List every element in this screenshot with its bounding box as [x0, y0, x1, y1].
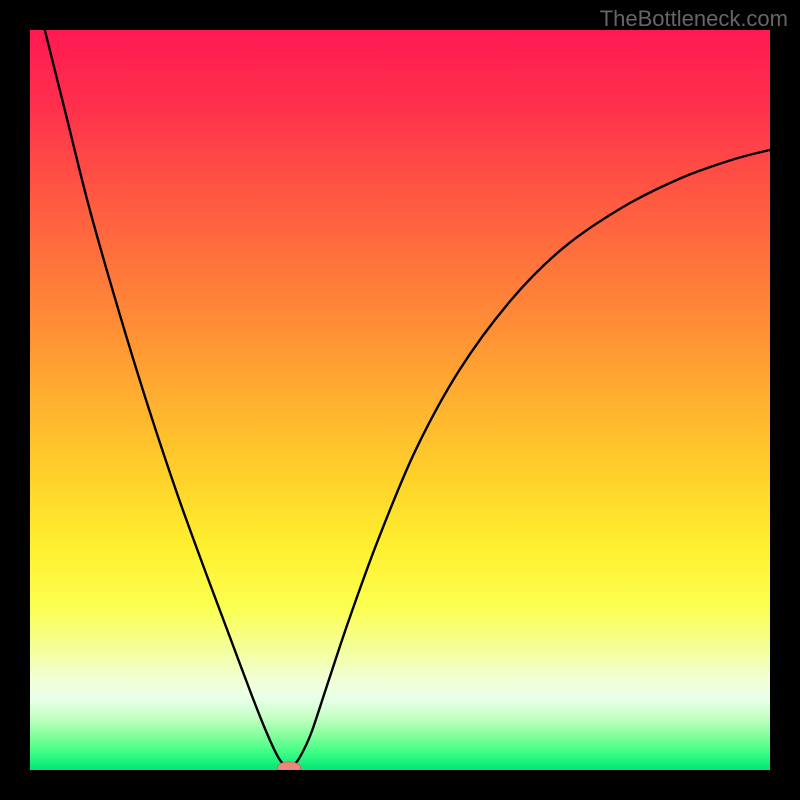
chart-background	[30, 30, 770, 770]
attribution-text: TheBottleneck.com	[600, 6, 788, 32]
chart-container	[30, 30, 770, 770]
bottleneck-chart	[30, 30, 770, 770]
